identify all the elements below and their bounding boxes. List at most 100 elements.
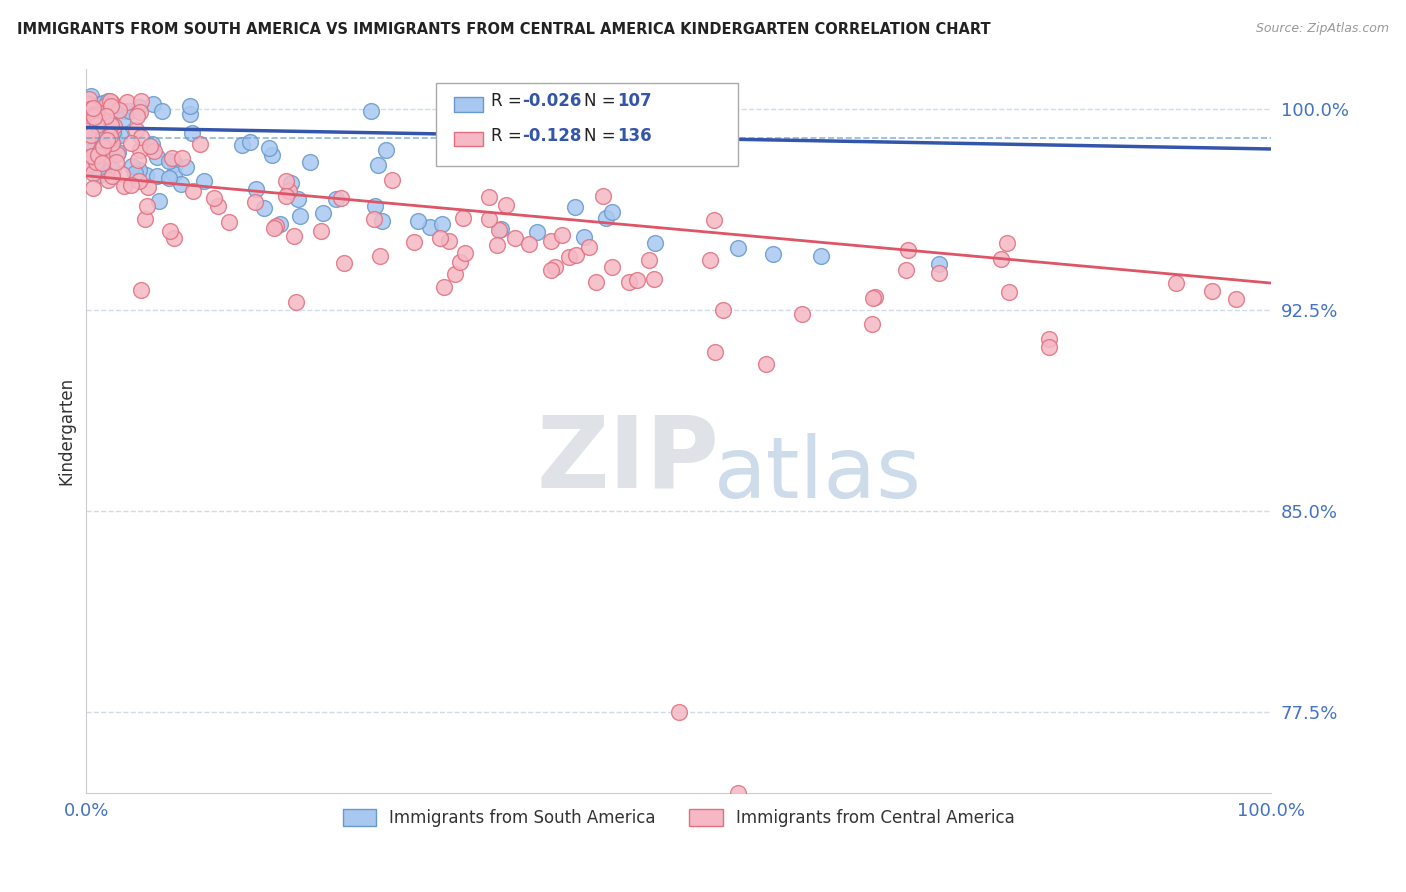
Point: [617, 275, 640, 289]
Point: [600, 260, 623, 275]
Point: [101, 169, 124, 184]
Point: [82, 101, 104, 115]
Point: [157, 171, 180, 186]
Point: [105, 147, 128, 161]
Point: [120, 104, 142, 119]
Point: [998, 285, 1021, 299]
Point: [990, 252, 1012, 266]
Point: [564, 201, 586, 215]
Point: [80, 89, 103, 103]
Point: [129, 104, 152, 119]
Point: [127, 153, 149, 168]
Point: [82, 166, 104, 180]
Point: [288, 209, 311, 223]
Point: [103, 103, 125, 118]
Point: [260, 148, 283, 162]
Point: [89, 125, 111, 139]
Point: [96, 136, 118, 150]
Point: [381, 173, 404, 187]
Point: [79, 144, 101, 158]
Point: [90, 135, 112, 149]
Point: [91, 156, 114, 170]
Point: [84, 104, 107, 119]
Point: [142, 144, 165, 158]
Y-axis label: Kindergarten: Kindergarten: [58, 376, 75, 484]
Point: [274, 189, 297, 203]
Point: [84, 128, 107, 142]
Point: [100, 136, 122, 151]
Point: [98, 129, 121, 144]
Point: [101, 96, 124, 111]
Point: [129, 94, 152, 108]
Point: [180, 127, 202, 141]
Point: [432, 279, 454, 293]
Point: [585, 275, 607, 289]
Point: [477, 190, 499, 204]
Point: [110, 128, 132, 142]
Point: [437, 234, 460, 248]
Point: [76, 126, 98, 140]
Point: [104, 155, 127, 169]
Point: [159, 224, 181, 238]
Point: [86, 119, 108, 133]
Point: [581, 130, 603, 145]
Point: [165, 157, 187, 171]
Point: [86, 118, 108, 132]
Point: [374, 143, 396, 157]
Point: [96, 133, 118, 147]
Point: [101, 123, 124, 137]
Point: [245, 182, 267, 196]
Point: [364, 199, 387, 213]
Text: -0.026: -0.026: [522, 92, 582, 111]
Point: [82, 181, 104, 195]
Point: [207, 199, 229, 213]
Point: [565, 248, 588, 262]
Point: [82, 112, 104, 126]
Point: [120, 136, 142, 150]
Point: [488, 223, 510, 237]
Point: [87, 151, 110, 165]
Point: [454, 245, 477, 260]
FancyBboxPatch shape: [454, 131, 484, 146]
Point: [163, 167, 186, 181]
Point: [419, 220, 441, 235]
Point: [896, 262, 918, 277]
Point: [727, 786, 749, 800]
Point: [578, 240, 600, 254]
Point: [1166, 276, 1188, 290]
Point: [136, 199, 159, 213]
Point: [79, 149, 101, 163]
Point: [77, 153, 100, 167]
Point: [86, 118, 108, 132]
Point: [551, 227, 574, 242]
Point: [558, 250, 581, 264]
Point: [464, 143, 486, 157]
Point: [129, 283, 152, 297]
Point: [82, 108, 104, 122]
Point: [77, 97, 100, 112]
Text: -0.128: -0.128: [522, 127, 582, 145]
Point: [174, 160, 197, 174]
Text: ZIP: ZIP: [537, 411, 720, 508]
Point: [170, 177, 193, 191]
Point: [860, 317, 883, 331]
Point: [638, 253, 661, 268]
Point: [79, 102, 101, 116]
Point: [703, 212, 725, 227]
Point: [370, 249, 392, 263]
Point: [274, 174, 297, 188]
Point: [193, 174, 215, 188]
Point: [449, 255, 471, 269]
Point: [86, 156, 108, 170]
Point: [309, 224, 332, 238]
Point: [100, 131, 122, 145]
Point: [82, 140, 104, 154]
Point: [727, 241, 749, 255]
Point: [97, 173, 120, 187]
Point: [97, 94, 120, 108]
Point: [76, 107, 98, 121]
Point: [367, 158, 389, 172]
Point: [572, 230, 595, 244]
Point: [602, 205, 624, 219]
Point: [77, 96, 100, 111]
